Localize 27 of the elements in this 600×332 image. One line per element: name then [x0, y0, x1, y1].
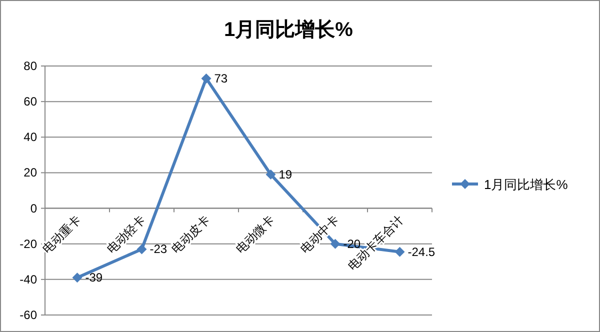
point	[394, 246, 405, 257]
y-tick-label: 0	[30, 201, 38, 216]
y-tick-label: -40	[20, 272, 38, 286]
data-label: -23	[150, 242, 168, 256]
x-tick-label: 电动重卡	[40, 212, 84, 256]
legend-label: 1月同比增长%	[484, 177, 568, 192]
point	[330, 238, 340, 249]
y-tick-label: -20	[20, 236, 38, 251]
point	[201, 73, 212, 84]
data-label: -20	[343, 236, 361, 251]
y-tick-label: 20	[24, 166, 38, 180]
x-tick-label: 电动轻卡	[104, 212, 148, 256]
x-tick-label: 电动微卡	[233, 212, 277, 256]
x-tick-label: 电动皮卡	[168, 212, 212, 256]
y-tick-label: 80	[24, 59, 38, 73]
point	[136, 244, 147, 254]
x-tick-label: 电动中卡	[298, 212, 342, 256]
y-tick-label: 60	[24, 94, 38, 109]
point	[266, 169, 276, 180]
point	[72, 272, 82, 283]
data-label: -39	[85, 270, 103, 285]
chart-title: 1月同比增长%	[224, 19, 354, 41]
data-label: 73	[214, 71, 228, 86]
data-label: -24.5	[408, 244, 436, 259]
data-label: 19	[278, 167, 292, 182]
y-tick-label: -60	[20, 308, 38, 322]
y-tick-label: 40	[24, 130, 38, 144]
